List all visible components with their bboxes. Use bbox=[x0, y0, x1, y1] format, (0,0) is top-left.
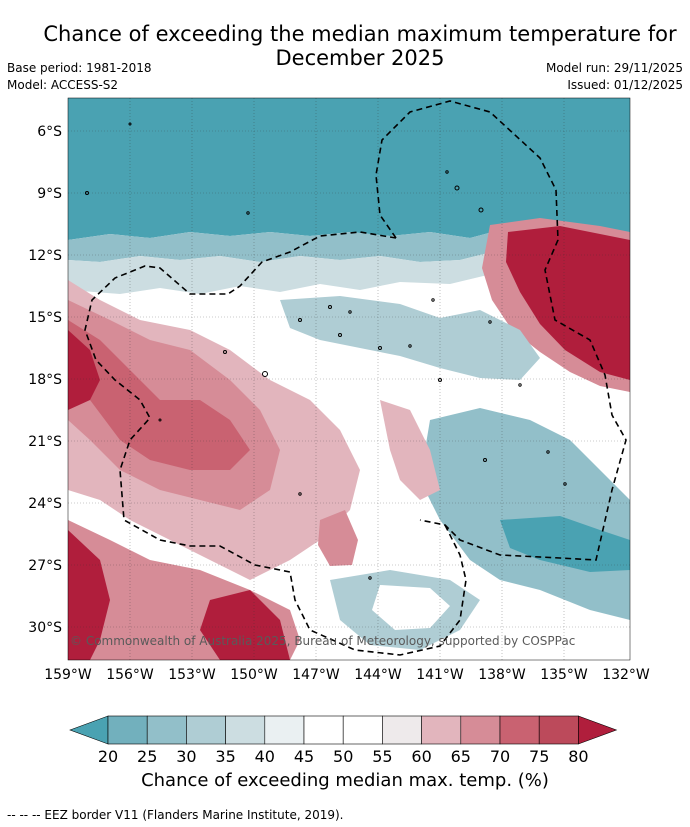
lat-label: 9°S bbox=[37, 186, 62, 202]
deep-red-core-west bbox=[68, 330, 100, 410]
colorbar-swatch bbox=[146, 715, 187, 745]
lon-label: 144°W bbox=[354, 667, 402, 683]
colorbar-tick-label: 75 bbox=[529, 747, 549, 766]
red-patch-central bbox=[380, 400, 440, 500]
colorbar-tick-label: 35 bbox=[215, 747, 235, 766]
meta-left: Base period: 1981-2018 Model: ACCESS-S2 bbox=[7, 60, 152, 94]
colorbar-swatch bbox=[107, 715, 148, 745]
lon-label: 138°W bbox=[478, 667, 526, 683]
eez-borders bbox=[84, 100, 627, 656]
colorbar-extend-low bbox=[69, 715, 109, 745]
colorbar-tick-label: 60 bbox=[411, 747, 431, 766]
colorbar-tick-label: 80 bbox=[568, 747, 588, 766]
lon-labels: 159°W 156°W 153°W 150°W 147°W 144°W 141°… bbox=[44, 667, 650, 683]
dark-red-region-west bbox=[68, 320, 250, 470]
map-area bbox=[68, 98, 630, 660]
colorbar-swatch bbox=[538, 715, 579, 745]
meta-right: Model run: 29/11/2025 Issued: 01/12/2025 bbox=[546, 60, 683, 94]
lon-label: 141°W bbox=[416, 667, 464, 683]
colorbar-tick-label: 20 bbox=[98, 747, 118, 766]
colorbar-swatch bbox=[303, 715, 344, 745]
colorbar-tick-label: 50 bbox=[333, 747, 353, 766]
title-line-1: Chance of exceeding the median maximum t… bbox=[43, 22, 677, 46]
lat-labels: 6°S 9°S 12°S 15°S 18°S 21°S 24°S 27°S 30… bbox=[28, 124, 62, 636]
lon-label: 135°W bbox=[540, 667, 588, 683]
lat-label: 6°S bbox=[37, 124, 62, 140]
colorbar-swatch bbox=[382, 715, 422, 745]
base-period: Base period: 1981-2018 bbox=[7, 61, 152, 75]
red-patch-south-central bbox=[318, 510, 358, 566]
colorbar-tick-label: 65 bbox=[451, 747, 471, 766]
lat-label: 12°S bbox=[28, 248, 62, 264]
lon-label: 150°W bbox=[230, 667, 278, 683]
colorbar-swatch bbox=[186, 715, 226, 745]
lat-label: 18°S bbox=[28, 372, 62, 388]
colorbar-swatch bbox=[499, 715, 540, 745]
pale-blue-band-north bbox=[68, 250, 500, 294]
model-run: Model run: 29/11/2025 bbox=[545, 61, 683, 75]
legend-footer: -- -- -- EEZ border V11 (Flanders Marine… bbox=[7, 808, 344, 822]
colorbar-extend-high bbox=[578, 715, 618, 745]
colorbar: 20 25 30 35 40 45 50 55 60 65 70 75 80 bbox=[69, 715, 618, 766]
lon-label: 153°W bbox=[168, 667, 216, 683]
lat-label: 30°S bbox=[28, 620, 62, 636]
lon-label: 147°W bbox=[292, 667, 340, 683]
colorbar-tick-label: 45 bbox=[294, 747, 314, 766]
map-frame bbox=[67, 97, 631, 661]
lat-label: 21°S bbox=[28, 434, 62, 450]
deep-red-south bbox=[200, 590, 290, 660]
colorbar-tick-label: 55 bbox=[372, 747, 392, 766]
model-name: Model: ACCESS-S2 bbox=[7, 78, 119, 92]
colorbar-swatch bbox=[460, 715, 501, 745]
lat-label: 27°S bbox=[28, 558, 62, 574]
colorbar-swatch bbox=[421, 715, 462, 745]
lon-label: 159°W bbox=[44, 667, 92, 683]
colorbar-swatch bbox=[225, 715, 266, 745]
colorbar-tick-label: 40 bbox=[255, 747, 275, 766]
lat-label: 15°S bbox=[28, 310, 62, 326]
lon-label: 132°W bbox=[602, 667, 650, 683]
colorbar-swatch bbox=[264, 715, 305, 745]
deep-red-southwest bbox=[68, 530, 110, 660]
title-line-2: December 2025 bbox=[275, 46, 445, 70]
lat-label: 24°S bbox=[28, 496, 62, 512]
colorbar-tick-label: 70 bbox=[490, 747, 510, 766]
white-patch-south bbox=[372, 585, 450, 630]
colorbar-label: Chance of exceeding median max. temp. (%… bbox=[141, 770, 549, 791]
colorbar-tick-label: 25 bbox=[137, 747, 157, 766]
blue-region-north bbox=[68, 98, 630, 240]
colorbar-swatch bbox=[342, 715, 383, 745]
blue-core-east bbox=[500, 516, 630, 572]
issued-date: Issued: 01/12/2025 bbox=[567, 78, 683, 92]
colorbar-tick-label: 30 bbox=[176, 747, 196, 766]
islands bbox=[85, 122, 567, 580]
copyright-notice: © Commonwealth of Australia 2025, Bureau… bbox=[70, 634, 576, 648]
dark-red-region-east bbox=[506, 226, 630, 380]
graticule bbox=[68, 98, 630, 660]
lon-label: 156°W bbox=[106, 667, 154, 683]
map-title: Chance of exceeding the median maximum t… bbox=[40, 22, 680, 70]
